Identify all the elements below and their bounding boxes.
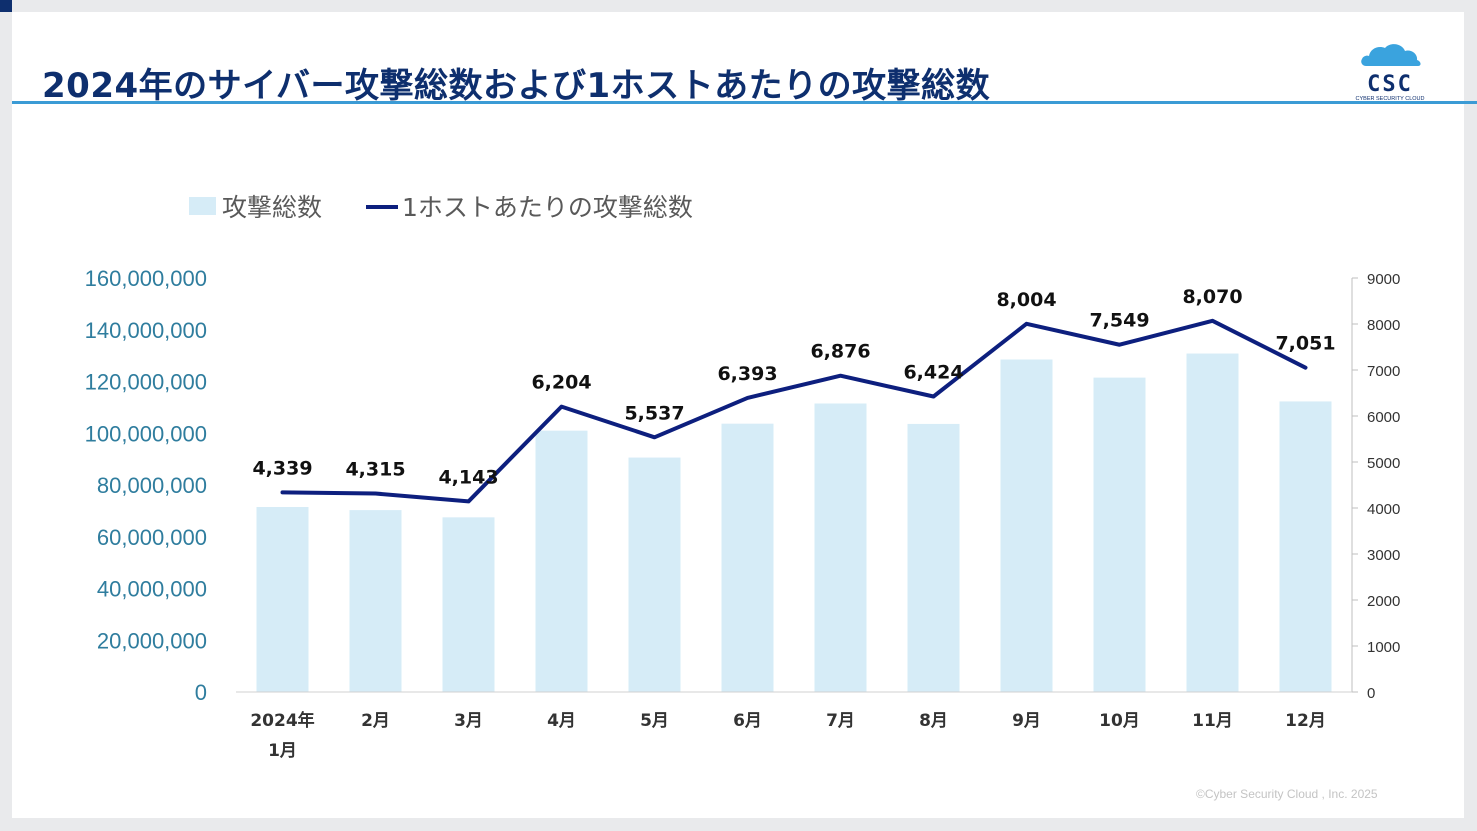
line-data-label: 5,537 — [624, 402, 684, 424]
line-data-label: 7,051 — [1275, 333, 1335, 355]
x-axis-tick-label: 2024年 — [250, 710, 314, 731]
left-axis-tick-label: 40,000,000 — [97, 577, 207, 602]
right-axis-tick-label: 9000 — [1367, 271, 1400, 288]
x-axis-tick-label: 12月 — [1285, 711, 1326, 731]
line-data-label: 4,143 — [438, 466, 498, 488]
x-axis-tick-label: 8月 — [919, 711, 948, 731]
logo-text: CSC — [1367, 72, 1413, 97]
x-axis-tick-label: 4月 — [547, 711, 576, 731]
line-data-label: 6,393 — [717, 363, 777, 385]
bar — [256, 506, 309, 692]
bar — [1093, 377, 1146, 692]
legend-label-bar: 攻撃総数 — [222, 193, 322, 222]
legend-swatch-bar — [189, 197, 216, 215]
bar — [535, 430, 588, 692]
left-axis-tick-label: 100,000,000 — [85, 421, 207, 446]
left-axis-tick-label: 0 — [195, 680, 207, 705]
bar-series — [256, 353, 1332, 692]
bar — [721, 423, 774, 692]
line-data-label: 8,070 — [1182, 286, 1242, 308]
x-axis-tick-label: 10月 — [1099, 711, 1140, 731]
legend-label-line: 1ホストあたりの攻撃総数 — [402, 193, 693, 222]
right-axis-tick-label: 3000 — [1367, 547, 1400, 564]
bar — [1186, 353, 1239, 692]
right-axis-tick-label: 1000 — [1367, 639, 1400, 656]
x-axis-tick-label: 1月 — [268, 741, 297, 761]
x-axis-tick-label: 9月 — [1012, 711, 1041, 731]
line-data-label: 6,876 — [810, 341, 870, 363]
x-axis-tick-label: 3月 — [454, 711, 483, 731]
x-axis-tick-label: 7月 — [826, 711, 855, 731]
x-axis-tick-label: 2月 — [361, 711, 390, 731]
line-data-label: 6,204 — [531, 372, 591, 394]
line-data-label: 4,315 — [345, 459, 405, 481]
copyright-text: ©Cyber Security Cloud , Inc. 2025 — [1196, 787, 1378, 801]
chart-legend: 攻撃総数 1ホストあたりの攻撃総数 — [189, 193, 693, 222]
right-axis-tick-label: 2000 — [1367, 593, 1400, 610]
right-y-axis: 0 1000 2000 3000 4000 5000 6000 7000 8000 9000 — [1351, 271, 1400, 702]
line-data-label: 7,549 — [1089, 310, 1149, 332]
left-axis-tick-label: 20,000,000 — [97, 628, 207, 653]
bar — [1279, 401, 1332, 692]
right-axis-tick-label: 0 — [1367, 685, 1375, 702]
x-axis-tick-label: 5月 — [640, 711, 669, 731]
right-axis-tick-label: 6000 — [1367, 409, 1400, 426]
left-axis-tick-label: 80,000,000 — [97, 473, 207, 498]
left-axis-tick-label: 140,000,000 — [85, 318, 207, 343]
bar — [907, 423, 960, 692]
x-axis-tick-label: 11月 — [1192, 711, 1233, 731]
left-y-axis: 0 20,000,000 40,000,000 60,000,000 80,000,00… — [85, 266, 207, 705]
line-data-label: 4,339 — [252, 457, 312, 479]
bar — [1000, 359, 1053, 692]
csc-logo: CSC CYBER SECURITY CLOUD — [1356, 44, 1425, 102]
bar — [628, 457, 681, 692]
logo-subtext: CYBER SECURITY CLOUD — [1356, 96, 1425, 102]
left-axis-tick-label: 60,000,000 — [97, 525, 207, 550]
line-data-label: 6,424 — [903, 361, 963, 383]
right-axis-tick-label: 7000 — [1367, 363, 1400, 380]
right-axis-tick-label: 4000 — [1367, 501, 1400, 518]
bar — [814, 403, 867, 692]
line-series: 4,339 4,315 4,143 6,204 5,537 6,393 6,876 6,424… — [252, 286, 1336, 504]
right-axis-tick-label: 8000 — [1367, 317, 1400, 334]
x-axis-tick-label: 6月 — [733, 711, 762, 731]
page-title: 2024年のサイバー攻撃総数および1ホストあたりの攻撃総数 — [42, 66, 991, 106]
bar — [349, 510, 402, 692]
corner-accent — [0, 0, 12, 12]
line-data-label: 8,004 — [996, 289, 1056, 311]
left-axis-tick-label: 160,000,000 — [85, 266, 207, 291]
bar — [442, 517, 495, 692]
right-axis-tick-label: 5000 — [1367, 455, 1400, 472]
left-axis-tick-label: 120,000,000 — [85, 370, 207, 395]
title-underline — [12, 101, 1477, 104]
cloud-icon — [1361, 44, 1421, 66]
line-path — [280, 318, 1308, 504]
x-axis: 2024年 1月 2月 3月 4月 5月 6月 7月 8月 9月 10月 11月 12月 — [250, 710, 1326, 761]
